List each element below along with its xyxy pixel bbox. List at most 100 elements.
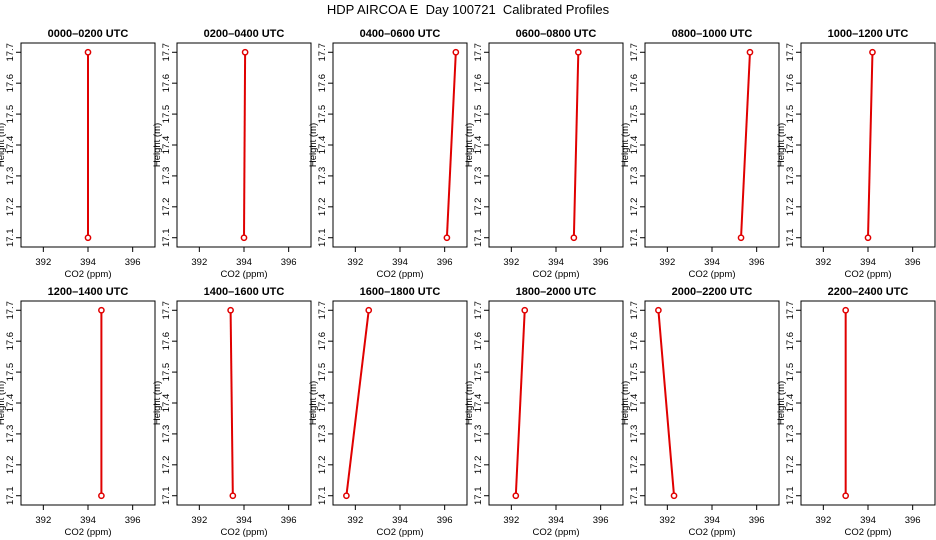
x-tick-label: 396 — [125, 515, 141, 526]
data-point — [842, 492, 850, 500]
profile-line — [243, 52, 247, 238]
y-tick-label: 17.5 — [629, 363, 640, 382]
y-tick-label: 17.6 — [785, 332, 796, 351]
y-axis-label: Height (m) — [620, 381, 631, 425]
x-axis-label: CO2 (ppm) — [845, 269, 892, 280]
x-axis-label: CO2 (ppm) — [65, 527, 112, 538]
data-point — [84, 48, 92, 56]
x-tick-label: 392 — [191, 515, 207, 526]
y-axis-label: Height (m) — [152, 381, 163, 425]
data-point — [737, 234, 745, 242]
y-tick-label: 17.3 — [473, 167, 484, 186]
x-tick-label: 392 — [503, 257, 519, 268]
y-tick-label: 17.2 — [317, 198, 328, 217]
panel-title: 1000–1200 UTC — [828, 28, 909, 40]
data-point — [869, 48, 876, 56]
y-tick-label: 17.5 — [161, 363, 172, 382]
y-tick-label: 17.6 — [785, 74, 796, 93]
plot-frame — [332, 300, 468, 506]
y-tick-label: 17.5 — [629, 105, 640, 124]
data-point — [343, 492, 350, 500]
y-tick-label: 17.3 — [785, 425, 796, 444]
y-tick-label: 17.4 — [5, 136, 16, 155]
x-tick-label: 392 — [347, 257, 363, 268]
y-tick-label: 17.2 — [629, 456, 640, 475]
x-tick-label: 392 — [659, 257, 675, 268]
y-tick-label: 17.6 — [161, 74, 172, 93]
x-tick-label: 396 — [905, 257, 921, 268]
y-tick-label: 17.7 — [317, 301, 328, 320]
x-tick-label: 392 — [347, 515, 363, 526]
data-point — [864, 234, 872, 242]
y-tick-label: 17.7 — [317, 43, 328, 62]
y-tick-label: 17.4 — [5, 394, 16, 413]
x-tick-label: 394 — [392, 257, 408, 268]
data-point — [98, 306, 105, 314]
x-axis-label: CO2 (ppm) — [689, 269, 736, 280]
panel-title: 0600–0800 UTC — [516, 28, 597, 40]
y-tick-label: 17.5 — [5, 105, 16, 124]
y-tick-label: 17.1 — [161, 228, 172, 247]
data-point — [521, 306, 529, 314]
y-axis-label: Height (m) — [776, 123, 787, 167]
y-tick-label: 17.7 — [473, 301, 484, 320]
data-point — [746, 48, 754, 56]
x-tick-label: 392 — [35, 257, 51, 268]
y-tick-label: 17.7 — [5, 301, 16, 320]
y-tick-label: 17.1 — [785, 486, 796, 505]
y-tick-label: 17.4 — [473, 394, 484, 413]
profile-line — [345, 310, 370, 496]
y-tick-label: 17.2 — [5, 456, 16, 475]
y-axis-label: Height (m) — [308, 381, 319, 425]
data-point — [670, 492, 678, 500]
x-tick-label: 396 — [281, 515, 297, 526]
y-tick-label: 17.6 — [629, 74, 640, 93]
y-tick-label: 17.4 — [785, 394, 796, 413]
y-tick-label: 17.7 — [5, 43, 16, 62]
y-axis-label: Height (m) — [620, 123, 631, 167]
y-tick-label: 17.6 — [161, 332, 172, 351]
y-tick-label: 17.4 — [629, 136, 640, 155]
x-tick-label: 394 — [236, 257, 252, 268]
data-point — [240, 234, 248, 242]
data-point — [84, 234, 92, 242]
x-tick-label: 392 — [815, 257, 831, 268]
data-point — [229, 492, 237, 500]
y-tick-label: 17.4 — [473, 136, 484, 155]
plot-frame — [488, 300, 624, 506]
y-axis-label: Height (m) — [0, 381, 7, 425]
y-tick-label: 17.5 — [317, 363, 328, 382]
y-tick-label: 17.4 — [161, 136, 172, 155]
y-tick-label: 17.1 — [5, 486, 16, 505]
y-tick-label: 17.6 — [317, 332, 328, 351]
y-tick-label: 17.1 — [629, 486, 640, 505]
x-tick-label: 396 — [593, 515, 609, 526]
data-point — [570, 234, 578, 242]
profile-line — [229, 310, 234, 496]
x-tick-label: 396 — [437, 257, 453, 268]
data-point — [443, 234, 451, 242]
x-tick-label: 394 — [392, 515, 408, 526]
profile-line — [867, 52, 874, 238]
y-tick-label: 17.1 — [317, 228, 328, 247]
y-axis-label: Height (m) — [152, 123, 163, 167]
y-tick-label: 17.1 — [161, 486, 172, 505]
y-axis-label: Height (m) — [776, 381, 787, 425]
y-tick-label: 17.1 — [473, 228, 484, 247]
plot-frame — [488, 42, 624, 248]
plot-frame — [176, 300, 312, 506]
panel-title: 1800–2000 UTC — [516, 286, 597, 298]
y-tick-label: 17.7 — [785, 301, 796, 320]
x-tick-label: 394 — [860, 257, 876, 268]
x-tick-label: 394 — [860, 515, 876, 526]
y-axis-label: Height (m) — [0, 123, 7, 167]
y-tick-label: 17.6 — [5, 332, 16, 351]
y-tick-label: 17.2 — [473, 198, 484, 217]
x-tick-label: 392 — [503, 515, 519, 526]
x-axis-label: CO2 (ppm) — [689, 527, 736, 538]
x-tick-label: 394 — [704, 257, 720, 268]
y-tick-label: 17.5 — [785, 105, 796, 124]
panel-title: 1400–1600 UTC — [204, 286, 285, 298]
x-tick-label: 394 — [80, 515, 96, 526]
panel-title: 2000–2200 UTC — [672, 286, 753, 298]
